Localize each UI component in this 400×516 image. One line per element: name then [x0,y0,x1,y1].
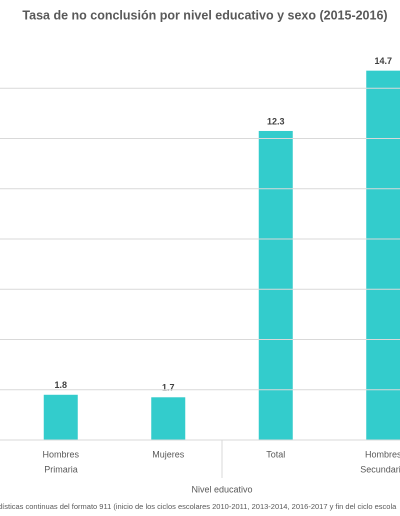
group-label: Primaria [44,464,78,474]
x-tick-label: Mujeres [152,449,185,459]
source-note: dísticas continuas del formato 911 (inic… [0,502,397,511]
bar [43,394,78,440]
data-label: 12.3 [267,116,285,126]
bar [151,397,186,440]
data-label: 1.7 [162,383,175,393]
group-label: Secundaria [360,464,400,474]
x-axis-title: Nivel educativo [191,484,252,494]
data-label: 1.8 [54,380,67,390]
bar [366,70,400,440]
bar [258,130,293,440]
chart-title: Tasa de no conclusión por nivel educativ… [22,8,387,22]
x-tick-label: Hombres [365,449,400,459]
data-label: 14.7 [374,56,392,66]
x-tick-label: Hombres [42,449,79,459]
x-tick-label: Total [266,449,285,459]
